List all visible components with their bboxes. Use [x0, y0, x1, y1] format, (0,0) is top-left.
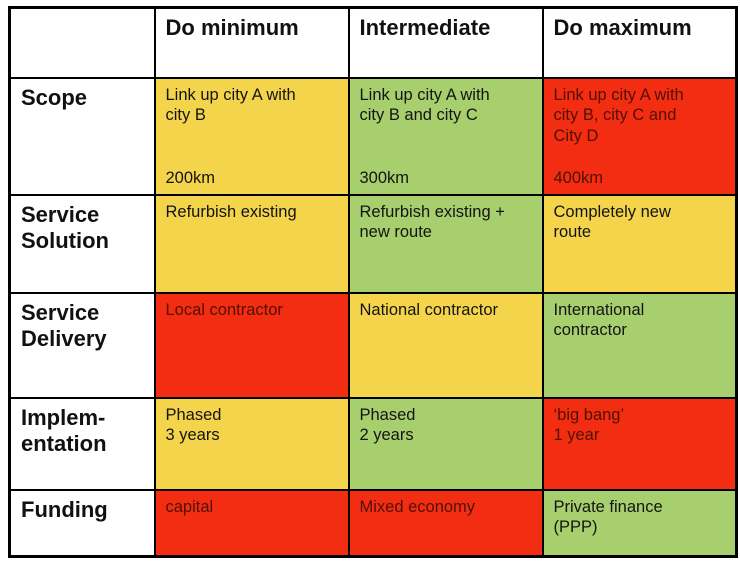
cell-text: Link up city A with city B and city C [359, 85, 490, 125]
cell-implementation-do-minimum: Phased 3 years [153, 396, 350, 491]
cell-text: Phased 3 years [165, 405, 222, 445]
cell-text: National contractor [359, 300, 499, 319]
cell-service-solution-do-minimum: Refurbish existing [153, 193, 350, 294]
cell-distance: 400km [553, 168, 604, 187]
row-label-service-delivery: Service Delivery [8, 291, 156, 399]
table-row-funding: Funding capital Mixed economy Private fi… [8, 488, 738, 558]
row-label-scope: Scope [8, 76, 156, 196]
cell-text: capital [165, 497, 214, 516]
cell-text: Link up city A with city B, city C and C… [553, 85, 684, 145]
cell-implementation-intermediate: Phased 2 years [347, 396, 544, 491]
column-header-do-maximum: Do maximum [541, 6, 738, 79]
header-row: Do minimum Intermediate Do maximum [8, 6, 738, 79]
cell-funding-intermediate: Mixed economy [347, 488, 544, 558]
table-row-implementation: Implem- entation Phased 3 years Phased 2… [8, 396, 738, 491]
cell-service-delivery-do-minimum: Local contractor [153, 291, 350, 399]
cell-text: International contractor [553, 300, 645, 340]
cell-text: Refurbish existing [165, 202, 297, 221]
table-row-service-delivery: Service Delivery Local contractor Nation… [8, 291, 738, 399]
cell-service-delivery-intermediate: National contractor [347, 291, 544, 399]
cell-implementation-do-maximum: ‘big bang’ 1 year [541, 396, 738, 491]
cell-text: Phased 2 years [359, 405, 416, 445]
cell-text: Private finance (PPP) [553, 497, 663, 537]
cell-scope-do-maximum: Link up city A with city B, city C and C… [541, 76, 738, 196]
table-row-service-solution: Service Solution Refurbish existing Refu… [8, 193, 738, 294]
row-label-service-solution: Service Solution [8, 193, 156, 294]
cell-text: Refurbish existing + new route [359, 202, 505, 242]
cell-scope-do-minimum: Link up city A with city B 200km [153, 76, 350, 196]
options-matrix-table: Do minimum Intermediate Do maximum Scope… [8, 6, 738, 558]
cell-scope-intermediate: Link up city A with city B and city C 30… [347, 76, 544, 196]
row-label-implementation: Implem- entation [8, 396, 156, 491]
cell-funding-do-maximum: Private finance (PPP) [541, 488, 738, 558]
cell-text: Local contractor [165, 300, 283, 319]
cell-text: Completely new route [553, 202, 671, 242]
cell-distance: 200km [165, 168, 216, 187]
table-row-scope: Scope Link up city A with city B 200km L… [8, 76, 738, 196]
row-label-funding: Funding [8, 488, 156, 558]
column-header-intermediate: Intermediate [347, 6, 544, 79]
cell-service-solution-do-maximum: Completely new route [541, 193, 738, 294]
cell-service-delivery-do-maximum: International contractor [541, 291, 738, 399]
cell-text: Mixed economy [359, 497, 476, 516]
corner-cell [8, 6, 156, 79]
cell-funding-do-minimum: capital [153, 488, 350, 558]
cell-text: Link up city A with city B [165, 85, 296, 125]
cell-text: ‘big bang’ 1 year [553, 405, 625, 445]
cell-distance: 300km [359, 168, 410, 187]
column-header-do-minimum: Do minimum [153, 6, 350, 79]
cell-service-solution-intermediate: Refurbish existing + new route [347, 193, 544, 294]
